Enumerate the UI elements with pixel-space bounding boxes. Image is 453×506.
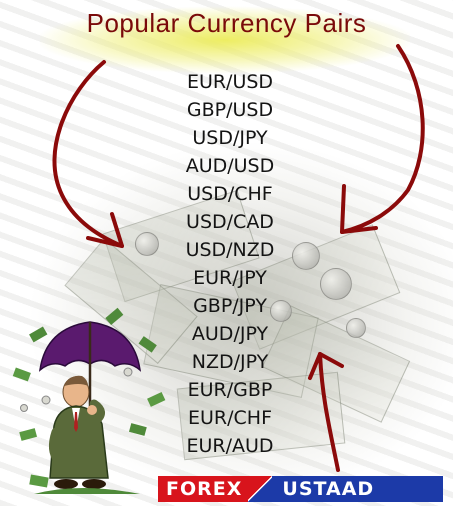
left-curved-arrow-icon	[52, 60, 124, 248]
coin-image	[270, 300, 292, 322]
coin-image	[346, 318, 366, 338]
forex-ustaad-logo: FOREX USTAAD	[158, 476, 443, 502]
currency-pair: USD/CAD	[186, 211, 274, 233]
right-arrow-head-icon	[340, 184, 378, 234]
page-title: Popular Currency Pairs	[86, 8, 367, 38]
currency-pair: EUR/CHF	[188, 407, 272, 429]
coin-image	[135, 232, 159, 256]
currency-pair: EUR/GBP	[187, 379, 273, 401]
bottom-curved-arrow-icon	[318, 352, 340, 472]
currency-pair: USD/NZD	[185, 239, 275, 261]
currency-pair: AUD/USD	[185, 155, 275, 177]
money-rain-icon	[12, 307, 166, 488]
logo-forex-text: FOREX	[158, 476, 249, 502]
currency-pair: USD/JPY	[192, 127, 268, 149]
bottom-arrow-head-icon	[308, 352, 344, 380]
logo-x-mark-icon	[248, 476, 273, 502]
currency-pair: USD/CHF	[187, 183, 273, 205]
currency-pair: AUD/JPY	[191, 323, 269, 345]
right-curved-arrow-icon	[340, 44, 425, 234]
currency-pair: GBP/USD	[186, 99, 274, 121]
businessman-with-umbrella-illustration	[12, 307, 166, 494]
logo-ustaad-text: USTAAD	[272, 476, 443, 502]
currency-pair: EUR/USD	[186, 71, 274, 93]
currency-pair: EUR/AUD	[186, 435, 274, 457]
coin-image	[292, 242, 320, 270]
coin-image	[320, 268, 352, 300]
currency-pair: NZD/JPY	[191, 351, 269, 373]
umbrella-icon	[38, 321, 142, 420]
currency-pairs-list: EUR/USD GBP/USD USD/JPY AUD/USD USD/CHF …	[170, 68, 290, 460]
businessman-icon	[34, 375, 140, 494]
left-arrow-head-icon	[86, 212, 124, 248]
currency-pair: EUR/JPY	[193, 267, 267, 289]
currency-pair: GBP/JPY	[193, 295, 267, 317]
